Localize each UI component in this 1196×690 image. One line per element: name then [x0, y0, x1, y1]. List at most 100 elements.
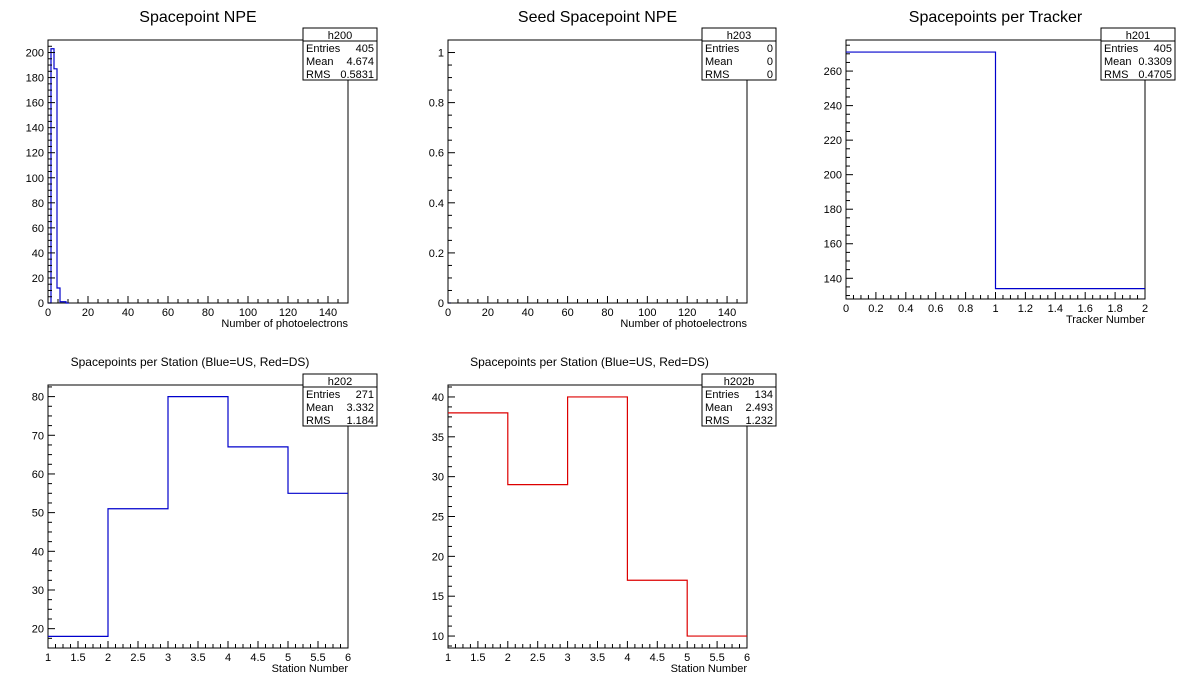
- stats-box-frame: [302, 373, 378, 427]
- stats-row-label: RMS: [306, 415, 330, 427]
- stats-row-value: 0: [767, 43, 773, 55]
- stats-row-label: Mean: [705, 56, 733, 68]
- y-tick-label: 1: [438, 48, 444, 60]
- x-tick-label: 1.2: [1018, 303, 1033, 315]
- x-tick-label: 0.2: [868, 303, 883, 315]
- x-tick-label: 0: [843, 303, 849, 315]
- stats-row-label: RMS: [1104, 69, 1128, 81]
- x-tick-label: 140: [319, 307, 337, 319]
- stats-row-value: 0.4705: [1138, 69, 1172, 81]
- y-tick-label: 0.8: [429, 98, 444, 110]
- stats-name: h203: [727, 30, 751, 42]
- x-tick-label: 1.6: [1078, 303, 1093, 315]
- x-axis-label: Number of photoelectrons: [620, 318, 747, 330]
- y-tick-label: 60: [32, 223, 44, 235]
- x-tick-label: 60: [162, 307, 174, 319]
- x-tick-label: 3: [565, 652, 571, 664]
- chart-panel-1: Spacepoint NPE 0 20 40 60 80 100 120 140 0 20 40 60 8…: [26, 9, 378, 330]
- stats-row-value: 405: [356, 43, 374, 55]
- chart-title: Spacepoint NPE: [139, 9, 256, 26]
- x-tick-label: 120: [678, 307, 696, 319]
- x-tick-label: 20: [82, 307, 94, 319]
- histogram-series: [48, 396, 348, 637]
- x-tick-label: 100: [239, 307, 257, 319]
- chart-title: Spacepoints per Tracker: [909, 9, 1083, 26]
- stats-row-label: Entries: [306, 43, 341, 55]
- y-tick-label: 20: [32, 624, 44, 636]
- y-tick-label: 40: [32, 546, 44, 558]
- y-tick-label: 70: [32, 430, 44, 442]
- stats-name: h201: [1126, 30, 1150, 42]
- y-tick-label: 25: [432, 512, 444, 524]
- stats-box-frame: [701, 373, 777, 427]
- x-tick-label: 0: [445, 307, 451, 319]
- chart-title: Seed Spacepoint NPE: [518, 9, 677, 26]
- stats-row-label: RMS: [306, 69, 330, 81]
- x-tick-label: 2: [1142, 303, 1148, 315]
- x-tick-label: 5.5: [709, 652, 724, 664]
- stats-row-label: Mean: [306, 56, 334, 68]
- y-tick-label: 260: [824, 66, 842, 78]
- stats-row-value: 0: [767, 69, 773, 81]
- x-tick-label: 40: [122, 307, 134, 319]
- x-tick-label: 6: [744, 652, 750, 664]
- chart-panel-4: Spacepoints per Station (Blue=US, Red=DS…: [32, 355, 378, 675]
- x-tick-label: 0.8: [958, 303, 973, 315]
- x-tick-label: 80: [202, 307, 214, 319]
- y-tick-label: 40: [32, 248, 44, 260]
- y-tick-label: 0: [38, 298, 44, 310]
- y-tick-label: 0: [438, 298, 444, 310]
- x-tick-label: 40: [522, 307, 534, 319]
- chart-title: Spacepoints per Station (Blue=US, Red=DS…: [71, 355, 310, 369]
- stats-row-value: 1.184: [346, 415, 374, 427]
- stats-name: h200: [328, 30, 352, 42]
- x-tick-label: 5: [285, 652, 291, 664]
- x-tick-label: 100: [638, 307, 656, 319]
- x-axis-label: Number of photoelectrons: [221, 318, 348, 330]
- x-tick-label: 4: [225, 652, 231, 664]
- y-tick-label: 80: [32, 198, 44, 210]
- x-tick-label: 60: [561, 307, 573, 319]
- stats-row-label: RMS: [705, 415, 729, 427]
- stats-name: h202b: [724, 376, 755, 388]
- histogram-series: [48, 48, 69, 304]
- y-tick-label: 140: [824, 273, 842, 285]
- x-tick-label: 1.4: [1048, 303, 1063, 315]
- chart-panel-5: Spacepoints per Station (Blue=US, Red=DS…: [432, 355, 777, 675]
- y-tick-label: 0.6: [429, 148, 444, 160]
- stats-row-label: Entries: [1104, 43, 1139, 55]
- x-tick-label: 80: [601, 307, 613, 319]
- x-tick-label: 2: [105, 652, 111, 664]
- x-tick-label: 5.5: [310, 652, 325, 664]
- y-tick-label: 35: [432, 432, 444, 444]
- y-tick-label: 15: [432, 591, 444, 603]
- stats-row-label: Mean: [1104, 56, 1132, 68]
- x-tick-label: 3.5: [190, 652, 205, 664]
- stats-row-label: Entries: [705, 389, 740, 401]
- stats-row-value: 405: [1154, 43, 1172, 55]
- x-tick-label: 1.8: [1107, 303, 1122, 315]
- stats-row-label: Entries: [306, 389, 341, 401]
- x-tick-label: 1.5: [70, 652, 85, 664]
- x-tick-label: 1: [45, 652, 51, 664]
- x-tick-label: 1: [992, 303, 998, 315]
- y-tick-label: 200: [824, 170, 842, 182]
- x-tick-label: 1.5: [470, 652, 485, 664]
- stats-row-value: 0: [767, 56, 773, 68]
- stats-name: h202: [328, 376, 352, 388]
- y-tick-label: 180: [26, 73, 44, 85]
- y-tick-label: 160: [26, 98, 44, 110]
- x-tick-label: 0: [45, 307, 51, 319]
- y-tick-label: 20: [432, 551, 444, 563]
- y-tick-label: 100: [26, 173, 44, 185]
- x-axis-label: Tracker Number: [1066, 314, 1145, 326]
- y-tick-label: 10: [432, 631, 444, 643]
- stats-row-label: RMS: [705, 69, 729, 81]
- y-tick-label: 50: [32, 508, 44, 520]
